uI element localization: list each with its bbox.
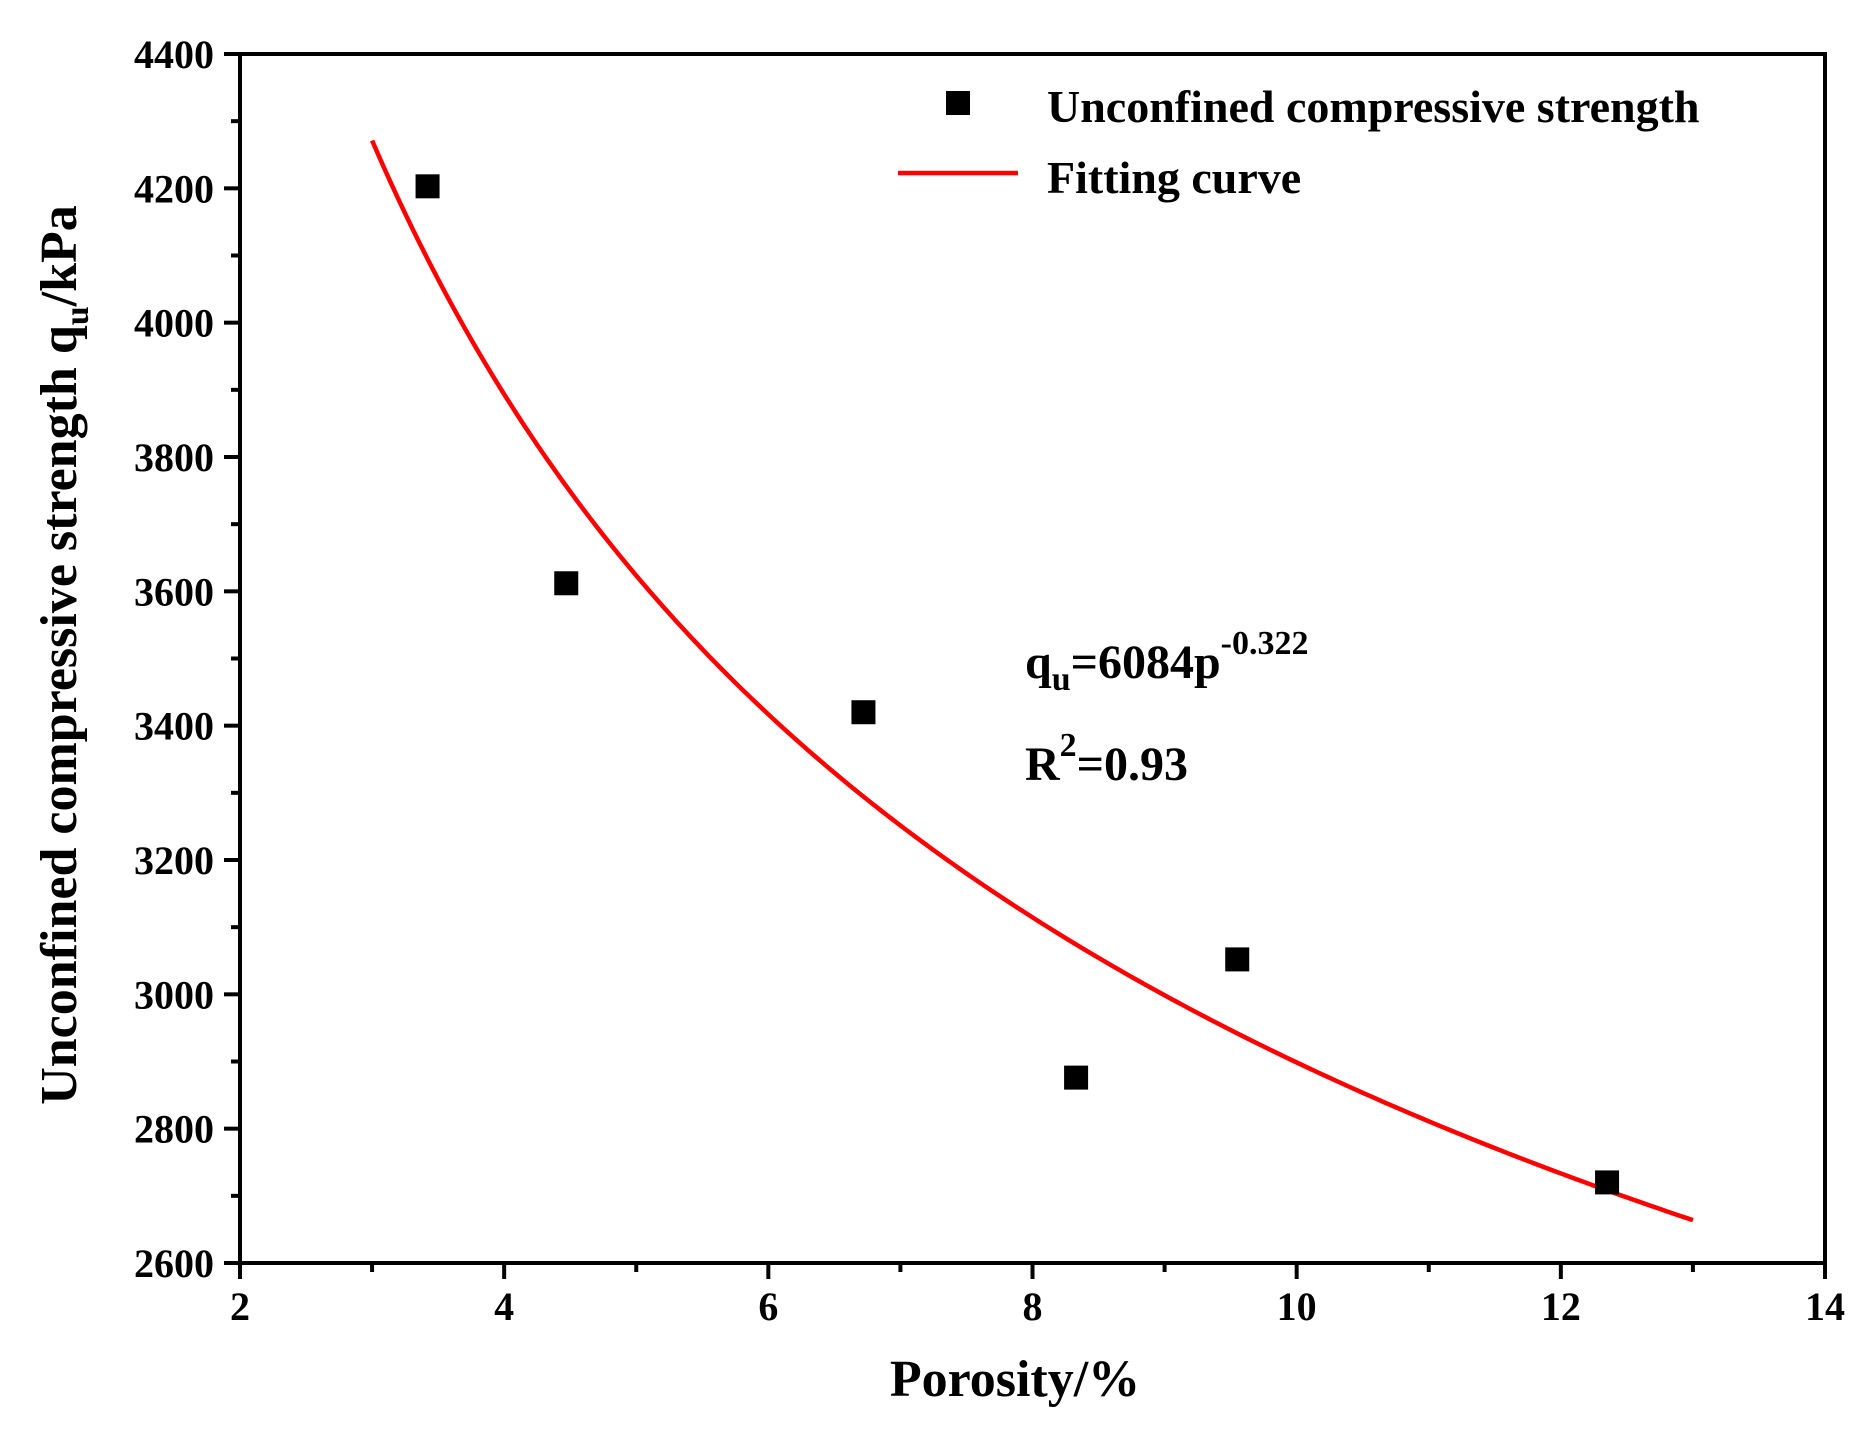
- y-tick-label: 2800: [134, 1107, 214, 1152]
- x-tick-label: 2: [230, 1284, 250, 1329]
- legend: Unconfined compressive strength Fitting …: [898, 81, 1700, 203]
- scatter-point: [554, 571, 579, 596]
- x-tick-label: 14: [1805, 1284, 1845, 1329]
- equation-sub: u: [1052, 661, 1071, 698]
- legend-square-marker: [946, 91, 970, 115]
- equation-body: =6084p: [1071, 636, 1221, 689]
- y-tick-label: 2600: [134, 1241, 214, 1286]
- x-tick-label: 4: [494, 1284, 514, 1329]
- y-tick-label: 3800: [134, 435, 214, 480]
- y-tick-label: 3400: [134, 704, 214, 749]
- equation-exponent: -0.322: [1221, 625, 1309, 662]
- y-axis-title-unit: /kPa: [31, 205, 88, 307]
- legend-label-strength: Unconfined compressive strength: [1047, 81, 1700, 132]
- r2-exponent: 2: [1060, 727, 1077, 764]
- r2-r: R: [1025, 738, 1061, 791]
- x-axis-ticks: 2 4 6 8 10 12 14: [230, 1263, 1845, 1329]
- equation-annotation: qu=6084p-0.322: [1025, 625, 1309, 698]
- scatter-point: [1064, 1065, 1089, 1090]
- x-tick-label: 10: [1277, 1284, 1317, 1329]
- r2-value: =0.93: [1077, 738, 1188, 791]
- y-axis-title-main: Unconfined compressive strength q: [31, 325, 88, 1105]
- y-axis-title-sub: u: [59, 306, 96, 325]
- scatter-points: [415, 174, 1620, 1195]
- x-tick-label: 6: [758, 1284, 778, 1329]
- y-tick-label: 4400: [134, 32, 214, 77]
- x-tick-label: 12: [1541, 1284, 1581, 1329]
- scatter-point: [851, 700, 876, 725]
- scatter-point: [1595, 1170, 1620, 1195]
- y-tick-label: 4200: [134, 166, 214, 211]
- y-axis-ticks: 2600 2800 3000 3200 3400 3600 3800 4000 4200 4400: [134, 32, 240, 1286]
- x-tick-label: 8: [1023, 1284, 1043, 1329]
- y-axis-title: Unconfined compressive strength qu/kPa: [31, 205, 96, 1105]
- x-axis-title: Porosity/%: [890, 1351, 1140, 1408]
- r-squared-annotation: R2=0.93: [1025, 727, 1188, 791]
- y-tick-label: 3200: [134, 838, 214, 883]
- equation-q: q: [1025, 636, 1052, 689]
- fitting-curve-line: [370, 139, 1694, 1223]
- scatter-point: [415, 174, 440, 199]
- y-tick-label: 3600: [134, 569, 214, 614]
- scatter-point: [1225, 947, 1250, 972]
- legend-label-fitting: Fitting curve: [1047, 152, 1301, 203]
- y-tick-label: 3000: [134, 972, 214, 1017]
- y-tick-label: 4000: [134, 301, 214, 346]
